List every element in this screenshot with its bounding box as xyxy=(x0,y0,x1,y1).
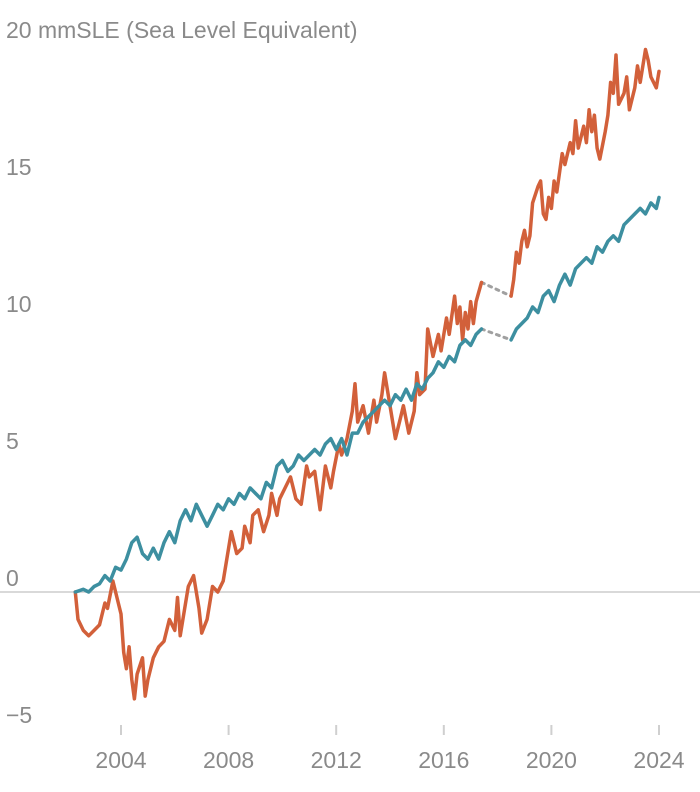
series-line-orange xyxy=(509,47,661,298)
y-tick-label: 10 xyxy=(6,291,32,317)
x-tick-label: 2016 xyxy=(418,747,469,773)
x-tick-label: 2004 xyxy=(95,747,146,773)
series-line-teal xyxy=(509,195,661,342)
y-tick-label: −5 xyxy=(6,702,32,728)
x-tick-label: 2020 xyxy=(526,747,577,773)
gap-connector xyxy=(479,327,513,342)
gap-connector xyxy=(479,280,513,298)
series-line-teal xyxy=(73,327,484,594)
gap-lines xyxy=(479,280,513,342)
x-tick-label: 2012 xyxy=(311,747,362,773)
x-tick-label: 2008 xyxy=(203,747,254,773)
y-tick-label: 5 xyxy=(6,428,19,454)
y-tick-label: 0 xyxy=(6,565,19,591)
x-axis: 2004 2008 2012 2016 2020 2024 xyxy=(95,725,685,773)
y-axis-title: 20 mmSLE (Sea Level Equivalent) xyxy=(6,17,358,43)
series-lines xyxy=(73,47,661,701)
y-axis: −5 0 5 10 15 20 mmSLE (Sea Level Equivalent) xyxy=(6,17,358,728)
x-tick-label: 2024 xyxy=(633,747,684,773)
y-tick-label: 15 xyxy=(6,154,32,180)
series-line-orange xyxy=(73,280,484,701)
